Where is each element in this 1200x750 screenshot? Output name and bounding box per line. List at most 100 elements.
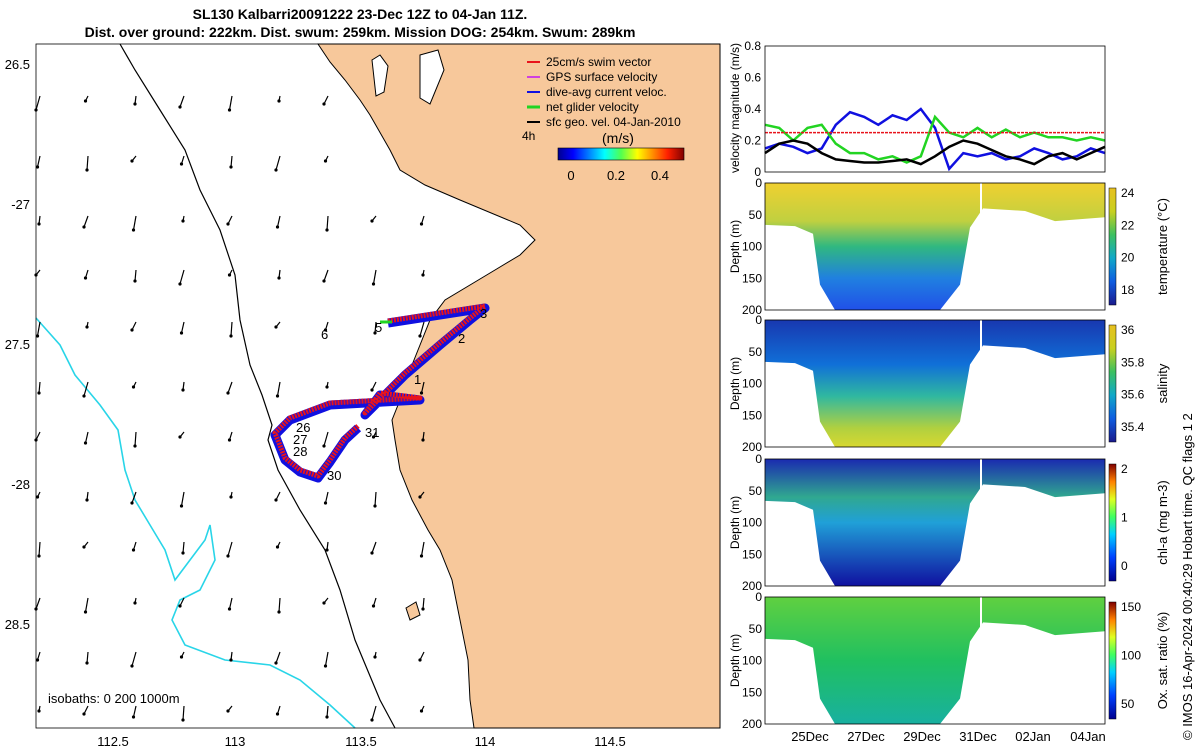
date-tick: 02Jan [1015, 729, 1050, 744]
depth-axis-label: Depth (m) [728, 220, 742, 273]
depth-tick: 50 [749, 622, 763, 636]
velocity-arrow [134, 431, 137, 447]
velocity-arrow-head [371, 282, 376, 286]
velocity-arrow-head [37, 222, 41, 226]
velocity-arrow [326, 705, 329, 718]
velocity-ytick: 0 [754, 165, 761, 179]
velocity-arrow-head [277, 276, 281, 280]
velocity-arrow-head [322, 444, 326, 448]
velocity-frame [764, 45, 1106, 173]
map-legend: 25cm/s swim vector GPS surface velocity … [527, 55, 681, 129]
colorbar [1108, 463, 1117, 582]
velocity-arrow [179, 95, 185, 108]
velocity-arrow [86, 651, 89, 664]
velocity-arrow [324, 491, 329, 504]
day-label: 31 [365, 425, 379, 440]
velocity-arrow-head [418, 334, 422, 338]
velocity-arrow-head [82, 545, 86, 549]
depth-tick: 50 [749, 484, 763, 498]
colorbar-tick: 24 [1121, 186, 1135, 200]
depth-tick: 150 [742, 547, 762, 561]
section-panel: 0 50 100 150 200 Depth (m) 50 100 150 Ox. sat. ra… [728, 590, 1170, 731]
velocity-arrow [372, 269, 377, 285]
velocity-arrow [134, 269, 137, 282]
velocity-arrow [323, 269, 329, 282]
depth-tick: 50 [749, 208, 763, 222]
velocity-arrow-head [229, 495, 233, 499]
velocity-arrow-head [322, 102, 326, 106]
velocity-arrow-head [181, 219, 185, 223]
depth-tick: 100 [742, 240, 762, 254]
velocity-arrow-head [133, 601, 137, 605]
velocity-arrow-head [35, 495, 40, 499]
velocity-arrow [276, 215, 281, 228]
velocity-arrow-head [277, 99, 281, 103]
velocity-arrow [326, 215, 329, 231]
velocity-arrow [131, 651, 137, 667]
lat-tick: 27.5 [5, 337, 30, 352]
velocity-arrow-head [181, 551, 185, 555]
velocity-arrow [132, 215, 137, 231]
velocity-arrow-head [419, 709, 424, 713]
colorbar-tick: 35.4 [1121, 420, 1145, 434]
colorbar-tick: 1 [1121, 511, 1128, 525]
depth-tick: 200 [742, 579, 762, 593]
lat-tick: 28.5 [5, 617, 30, 632]
lat-tick: 26.5 [5, 57, 30, 72]
colorbar-tick: 150 [1121, 600, 1141, 614]
velocity-arrow-head [373, 655, 377, 659]
velocity-ytick: 0.4 [744, 102, 761, 116]
section-data-field [765, 320, 1105, 447]
colorbar [1108, 324, 1117, 443]
colorbar-tick: 20 [1121, 251, 1135, 265]
colorbar-units: (m/s) [602, 130, 634, 146]
map-title: SL130 Kalbarri20091222 23-Dec 12Z to 04-… [192, 6, 528, 22]
lat-tick: -28 [11, 477, 30, 492]
velocity-arrow [420, 541, 425, 557]
velocity-ytick: 0.2 [744, 134, 761, 148]
isobath-1000m [35, 317, 356, 729]
colorbar-tick: 36 [1121, 323, 1135, 337]
colorbar-tick: 50 [1121, 697, 1135, 711]
day-label: 27 [293, 432, 307, 447]
velocity-arrow-head [322, 279, 326, 283]
velocity-arrow-head [323, 328, 328, 332]
velocity-arrow [38, 541, 41, 557]
velocity-arrow-head [274, 168, 278, 172]
map-panel: 1 2 3 5 6 26 27 28 30 31 26.5 -27 27.5 -… [5, 43, 721, 749]
velocity-arrow-head [179, 655, 184, 659]
velocity-arrow-head [370, 388, 374, 392]
velocity-arrow-head [133, 444, 137, 448]
velocity-arrow-head [419, 222, 424, 226]
velocity-arrow [35, 597, 41, 610]
colorbar-tick: 0 [1121, 559, 1128, 573]
day-label: 2 [458, 331, 465, 346]
latitude-ticks: 26.5 -27 27.5 -28 28.5 [5, 57, 30, 632]
depth-tick: 100 [742, 654, 762, 668]
geostrophic-velocity-arrows [34, 95, 425, 722]
depth-axis-label: Depth (m) [728, 496, 742, 549]
velocity-arrow-head [179, 504, 184, 508]
velocity-arrow [83, 215, 89, 228]
map-frame [35, 43, 721, 729]
velocity-arrow [374, 491, 377, 507]
colorbar [1108, 187, 1117, 306]
section-xticks: 25Dec 27Dec 29Dec 31Dec 02Jan 04Jan [791, 729, 1106, 744]
velocity-arrow [371, 705, 377, 721]
velocity-arrow-head [82, 712, 86, 716]
date-tick: 31Dec [959, 729, 997, 744]
velocity-arrow-head [85, 498, 89, 502]
velocity-arrow [230, 155, 233, 168]
bay-shape [419, 49, 445, 105]
day-label: 5 [375, 320, 382, 335]
velocity-arrow [86, 155, 89, 171]
velocity-arrow [182, 541, 185, 554]
velocity-arrow-head [421, 607, 425, 611]
velocity-arrow-head [85, 661, 89, 665]
colorbar-tick: 0.2 [607, 168, 625, 183]
velocity-ytick: 0.6 [744, 71, 761, 85]
velocity-arrow-head [131, 715, 136, 719]
velocity-arrow-head [130, 328, 134, 332]
velocity-arrow-head [275, 394, 280, 398]
velocity-arrow-head [227, 607, 232, 611]
